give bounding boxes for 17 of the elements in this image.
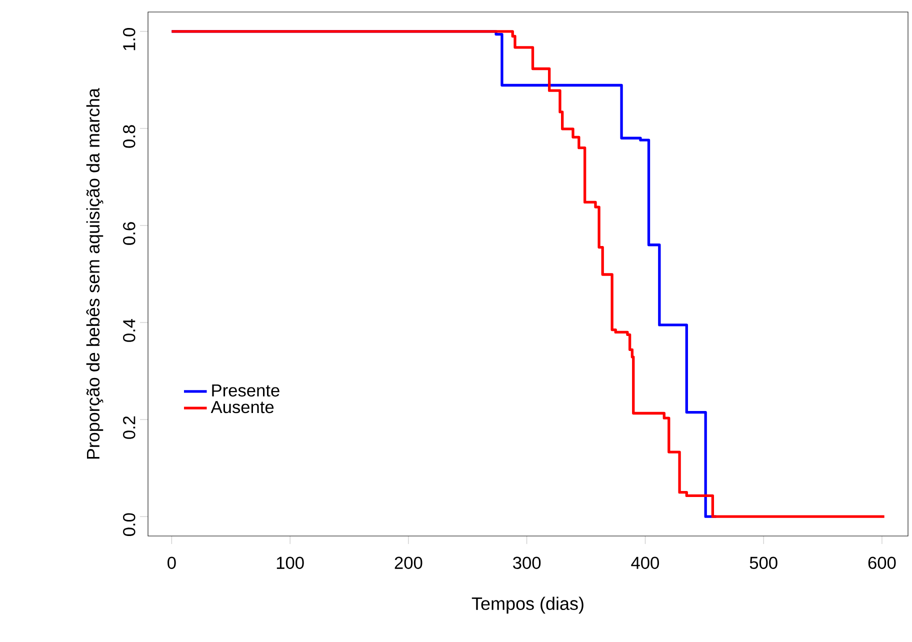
x-tick-label: 400 [631,556,659,569]
x-axis-title: Tempos (dias) [472,596,584,614]
y-tick-label: 0.0 [123,513,136,536]
legend-label: Ausente [210,401,274,414]
x-tick-label: 200 [394,556,422,569]
x-tick-label: 300 [513,556,541,569]
y-tick-label: 0.4 [123,318,136,342]
y-axis-title: Proporção de bebês sem aquisição da marcha [86,88,104,459]
y-tick-label: 0.8 [123,125,136,148]
x-tick-label: 0 [168,556,176,569]
y-tick-label: 1.0 [123,28,136,50]
y-tick-label: 0.2 [123,416,136,439]
x-tick-label: 500 [750,556,778,569]
legend-label: Presente [212,384,280,397]
y-tick-label: 0.6 [123,222,136,245]
x-tick-label: 600 [868,556,896,569]
x-tick-label: 100 [276,556,304,569]
